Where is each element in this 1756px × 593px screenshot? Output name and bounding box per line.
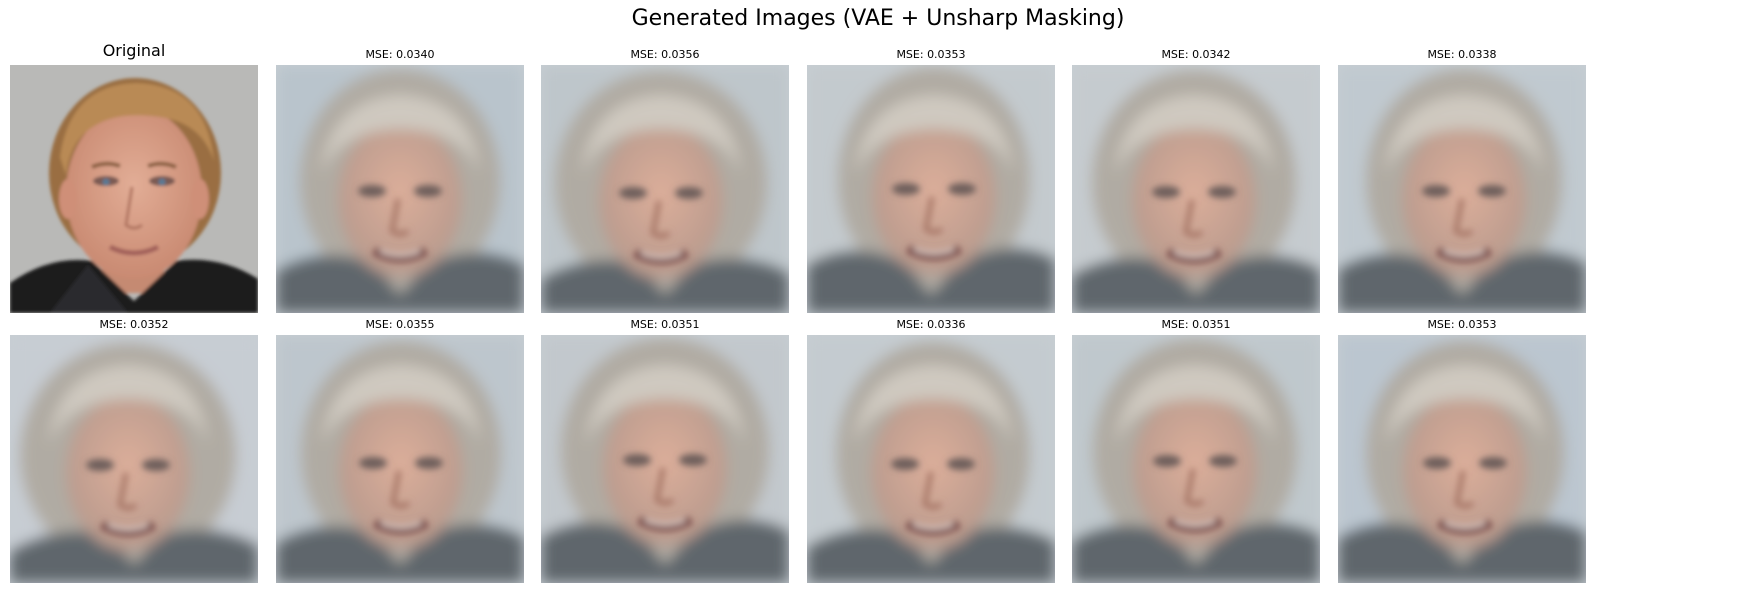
mse-caption: MSE: 0.0353: [1427, 318, 1497, 331]
generated-image: [807, 65, 1055, 313]
generated-image: [1338, 65, 1586, 313]
generated-face-image: [541, 65, 789, 313]
mse-caption: MSE: 0.0353: [896, 48, 966, 61]
generated-face-image: [807, 65, 1055, 313]
generated-image: [541, 65, 789, 313]
mse-caption: MSE: 0.0355: [365, 318, 435, 331]
figure-title: Generated Images (VAE + Unsharp Masking): [631, 6, 1125, 31]
generated-image: [276, 335, 524, 583]
generated-image: [276, 65, 524, 313]
generated-image: [1338, 335, 1586, 583]
mse-caption: MSE: 0.0351: [630, 318, 700, 331]
mse-caption: MSE: 0.0338: [1427, 48, 1497, 61]
original-face-photo: [10, 65, 258, 313]
mse-caption: MSE: 0.0336: [896, 318, 966, 331]
generated-face-image: [1338, 65, 1586, 313]
generated-face-image: [10, 335, 258, 583]
mse-caption: MSE: 0.0356: [630, 48, 700, 61]
generated-image: [1072, 65, 1320, 313]
mse-caption: MSE: 0.0342: [1161, 48, 1231, 61]
generated-face-image: [541, 335, 789, 583]
generated-face-image: [276, 335, 524, 583]
generated-face-image: [1338, 335, 1586, 583]
generated-image: [807, 335, 1055, 583]
generated-image: [10, 335, 258, 583]
mse-caption: MSE: 0.0352: [99, 318, 169, 331]
mse-caption: MSE: 0.0351: [1161, 318, 1231, 331]
generated-face-image: [1072, 335, 1320, 583]
generated-image: [1072, 335, 1320, 583]
original-caption: Original: [102, 41, 166, 60]
original-image: [10, 65, 258, 313]
mse-caption: MSE: 0.0340: [365, 48, 435, 61]
generated-face-image: [276, 65, 524, 313]
generated-image: [541, 335, 789, 583]
generated-face-image: [1072, 65, 1320, 313]
generated-face-image: [807, 335, 1055, 583]
